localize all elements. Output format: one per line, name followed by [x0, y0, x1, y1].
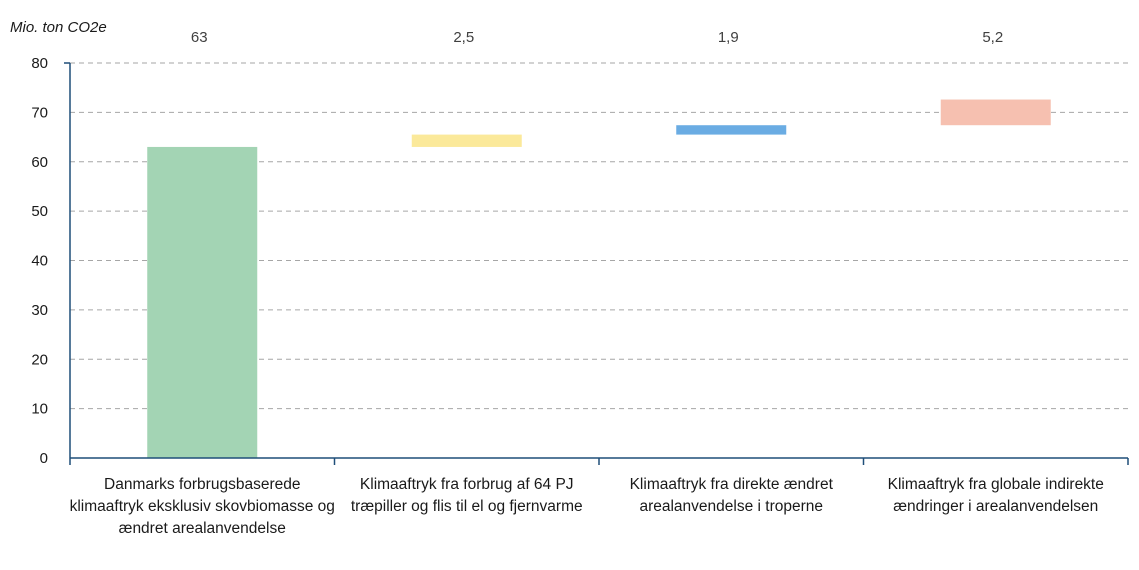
data-label: 63: [191, 29, 208, 46]
y-tick-label: 10: [31, 401, 48, 418]
y-tick-label: 70: [31, 104, 48, 121]
y-tick-label: 0: [40, 450, 48, 467]
bar: [411, 134, 522, 147]
bar: [676, 125, 787, 135]
bar: [940, 99, 1051, 126]
x-tick-label: Danmarks forbrugsbaserede klimaaftryk ek…: [69, 476, 335, 537]
x-tick-label: Klimaaftryk fra globale indirekte ændrin…: [887, 476, 1104, 515]
data-label: 2,5: [453, 29, 474, 46]
y-tick-label: 30: [31, 302, 48, 319]
y-tick-label: 20: [31, 351, 48, 368]
y-tick-label: 40: [31, 253, 48, 270]
data-label: 1,9: [718, 29, 739, 46]
x-tick-label: Klimaaftryk fra forbrug af 64 PJ træpill…: [350, 476, 583, 515]
y-tick-label: 50: [31, 203, 48, 220]
x-tick-label: Klimaaftryk fra direkte ændret arealanve…: [629, 476, 833, 515]
y-tick-label: 60: [31, 154, 48, 171]
bar: [147, 146, 258, 458]
data-label: 5,2: [982, 29, 1003, 46]
y-axis-label: Mio. ton CO2e: [10, 19, 107, 36]
y-tick-label: 80: [31, 55, 48, 72]
